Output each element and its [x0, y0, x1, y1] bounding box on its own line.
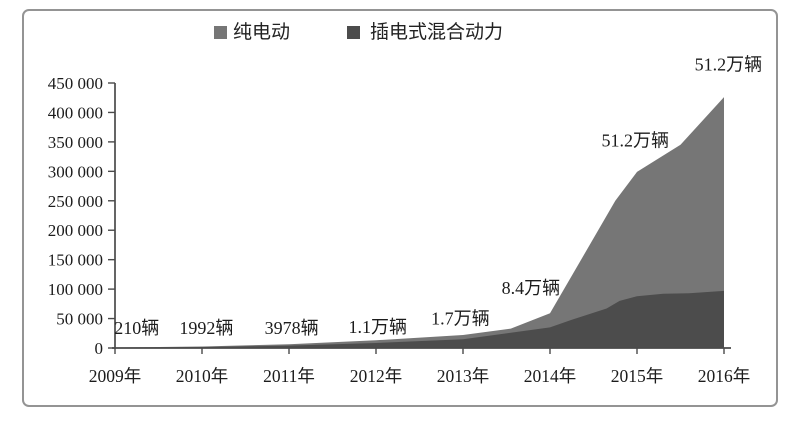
y-axis-tick-label: 300 000 [48, 162, 103, 181]
x-axis-tick-label: 2015年 [611, 366, 664, 386]
y-axis-tick-label: 50 000 [56, 310, 103, 329]
data-label: 8.4万辆 [502, 278, 561, 298]
legend-swatch-pure-electric-icon [214, 26, 227, 39]
x-axis-tick-label: 2013年 [437, 366, 490, 386]
chart-legend: 纯电动 插电式混合动力 [214, 23, 503, 42]
y-axis-tick-label: 450 000 [48, 74, 103, 93]
x-axis-tick-label: 2014年 [524, 366, 577, 386]
y-axis-tick-label: 150 000 [48, 251, 103, 270]
area-series-pure-electric [115, 97, 724, 348]
data-label: 1.1万辆 [348, 317, 407, 337]
y-axis-tick-label: 100 000 [48, 280, 103, 299]
legend-label-plugin-hybrid: 插电式混合动力 [370, 22, 504, 43]
data-label: 51.2万辆 [695, 55, 763, 75]
data-label: 1.7万辆 [431, 309, 490, 329]
y-axis-tick-label: 250 000 [48, 192, 103, 211]
y-axis-tick-label: 0 [95, 339, 104, 358]
legend-swatch-plugin-hybrid-icon [347, 26, 361, 39]
legend-item-pure-electric: 纯电动 [214, 23, 290, 42]
legend-item-plugin-hybrid: 插电式混合动力 [347, 23, 503, 42]
data-label: 1992辆 [179, 318, 233, 338]
data-label: 210辆 [114, 318, 159, 338]
data-label: 51.2万辆 [602, 131, 670, 151]
y-axis-tick-label: 400 000 [48, 103, 103, 122]
x-axis-tick-label: 2010年 [176, 366, 229, 386]
y-axis-tick-label: 200 000 [48, 221, 103, 240]
x-axis-tick-label: 2012年 [350, 366, 403, 386]
data-label: 3978辆 [265, 318, 319, 338]
x-axis-tick-label: 2011年 [263, 366, 315, 386]
x-axis-tick-label: 2009年 [89, 366, 142, 386]
x-axis-tick-label: 2016年 [698, 366, 751, 386]
area-series-plugin-hybrid [115, 290, 724, 348]
y-axis-tick-label: 350 000 [48, 133, 103, 152]
legend-label-pure-electric: 纯电动 [233, 22, 291, 43]
